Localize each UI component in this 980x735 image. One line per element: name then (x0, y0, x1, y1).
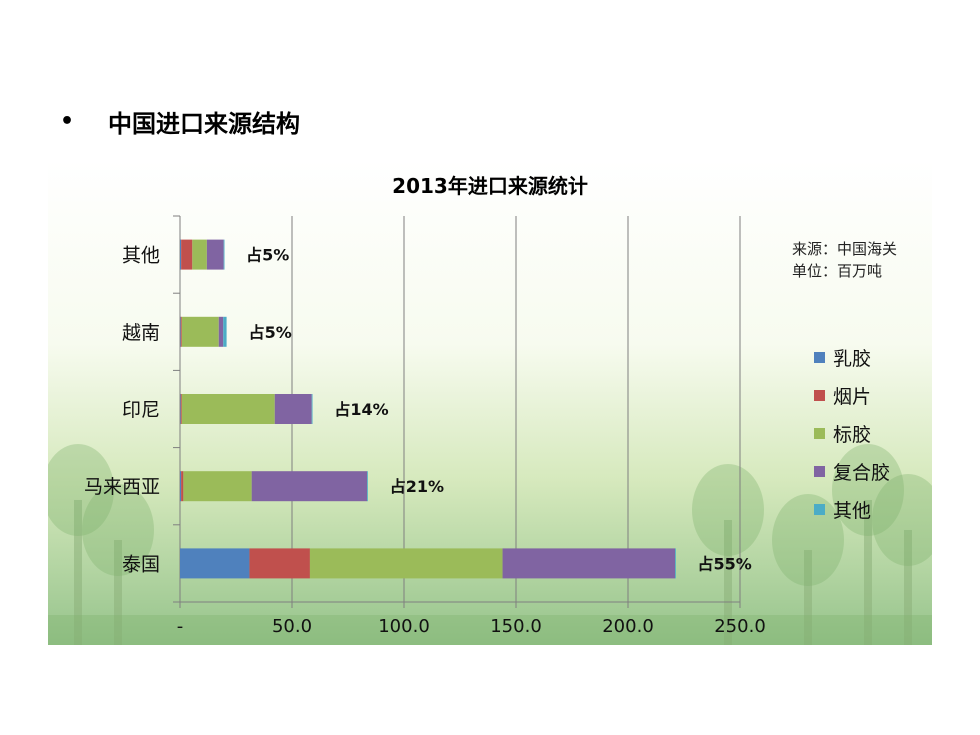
tree-trunk (904, 530, 912, 645)
category-label: 印尼 (122, 399, 160, 421)
bar-segment (251, 471, 368, 502)
legend-label: 复合胶 (833, 461, 891, 484)
legend-item: 复合胶 (814, 452, 890, 490)
bar-segment (180, 471, 182, 502)
tree-canopy (692, 464, 764, 556)
bar-segment (183, 471, 252, 502)
share-label: 占14% (334, 400, 388, 419)
bar-segment (309, 548, 503, 579)
source-note: 来源：中国海关 单位：百万吨 (792, 238, 897, 282)
bar-segment (181, 316, 219, 347)
share-label: 占55% (697, 554, 751, 573)
x-tick-label: 50.0 (272, 616, 312, 637)
bar-segment (223, 239, 225, 270)
category-label: 泰国 (122, 553, 160, 575)
unit-line: 单位：百万吨 (792, 262, 883, 280)
tree-trunk (724, 520, 732, 645)
legend-item: 标胶 (814, 414, 890, 452)
bar-segment (675, 548, 676, 579)
bar-segment (249, 548, 310, 579)
bar-segment (180, 394, 181, 424)
chart-title: 2013年进口来源统计 (392, 174, 588, 198)
slide-title: 中国进口来源结构 (108, 110, 300, 138)
tree-trunk (864, 500, 872, 645)
tree-trunk (114, 540, 122, 645)
ground-band (48, 615, 932, 645)
x-tick-label: 200.0 (602, 616, 654, 637)
category-label: 越南 (122, 322, 160, 344)
tree-canopy (832, 444, 904, 536)
bar-segment (206, 239, 224, 270)
source-line: 来源：中国海关 (792, 240, 898, 258)
bar-segment (180, 316, 181, 347)
bar-segment (180, 239, 182, 270)
bar-segment (181, 471, 184, 502)
chart-canvas: -50.0 100.0 150.0 200.0 250.0其他 占5%越南 占5%印尼 占14… (48, 160, 932, 645)
legend-label: 乳胶 (833, 347, 872, 370)
bar-segment (274, 394, 312, 424)
category-label: 其他 (122, 245, 160, 267)
x-tick-label: 100.0 (378, 616, 430, 637)
legend-swatch (814, 389, 825, 401)
bar-segment (181, 239, 193, 270)
bar-segment (181, 394, 275, 424)
bar-segment (218, 316, 224, 347)
tree-trunk (74, 500, 82, 645)
legend-label: 标胶 (833, 423, 872, 446)
bar-segment (502, 548, 676, 579)
bar-segment (192, 239, 207, 270)
share-label: 占21% (390, 477, 444, 496)
x-tick-label: 250.0 (714, 616, 766, 637)
legend-item: 乳胶 (814, 338, 890, 376)
legend-label: 烟片 (833, 385, 872, 408)
category-label: 马来西亚 (84, 476, 160, 498)
tree-canopy (82, 484, 154, 576)
bullet-dot: • (60, 109, 75, 134)
tree-canopy (872, 474, 932, 566)
legend: 乳胶烟片标胶复合胶其他 (814, 338, 890, 528)
tree-trunk (804, 550, 812, 645)
chart-panel: -50.0 100.0 150.0 200.0 250.0 其他 占5% 越南 占5% 印尼 占14… (48, 160, 932, 645)
bar-segment (311, 394, 313, 424)
legend-label: 其他 (833, 499, 872, 522)
tree-canopy (48, 444, 114, 536)
tree-canopy (772, 494, 844, 586)
legend-swatch (814, 351, 825, 363)
bar-segment (223, 316, 227, 347)
legend-item: 其他 (814, 490, 890, 528)
bar-segment (180, 316, 182, 347)
bar-segment (180, 548, 250, 579)
legend-swatch (814, 465, 825, 477)
bar-segment (367, 471, 368, 502)
legend-swatch (814, 503, 825, 515)
x-tick-label: 150.0 (490, 616, 542, 637)
legend-swatch (814, 427, 825, 439)
x-tick-label: - (177, 616, 184, 637)
share-label: 占5% (249, 323, 292, 342)
title-line: • 中国进口来源结构 (60, 104, 300, 139)
bar-segment (180, 394, 182, 424)
legend-item: 烟片 (814, 376, 890, 414)
share-label: 占5% (246, 246, 289, 265)
